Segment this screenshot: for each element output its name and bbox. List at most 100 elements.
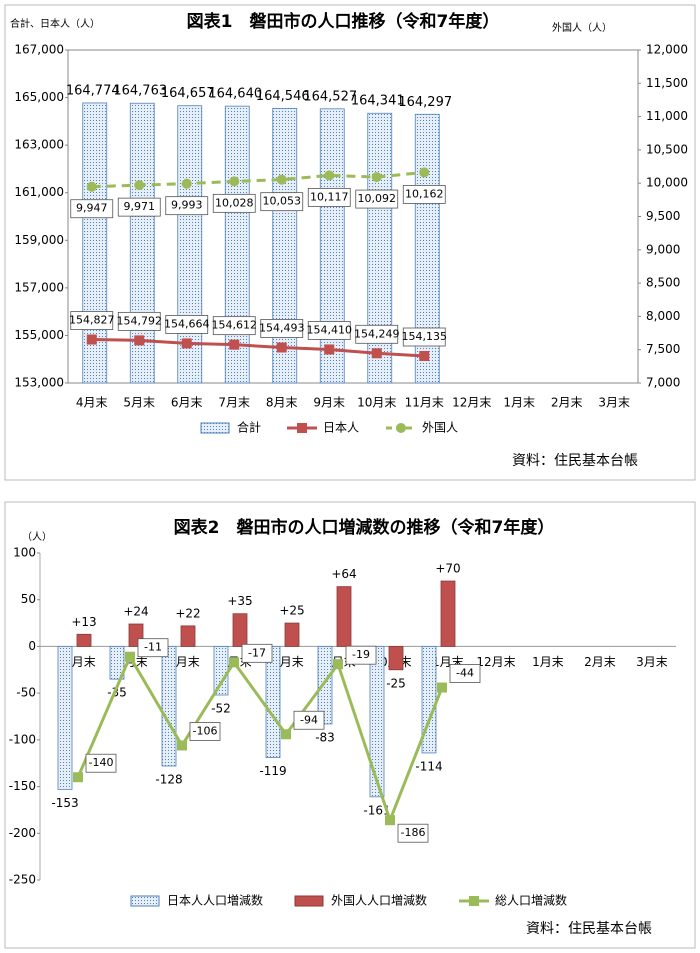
data-label: -83 <box>315 730 335 744</box>
x-tick-label: 1月末 <box>503 396 535 410</box>
legend-label: 総人口増減数 <box>495 893 567 908</box>
marker <box>229 339 240 350</box>
data-label: +35 <box>227 594 252 608</box>
data-label: -17 <box>248 646 266 659</box>
data-label: 154,493 <box>259 321 305 334</box>
y-tick-label: 153,000 <box>14 376 64 390</box>
bar <box>161 646 177 767</box>
label-box <box>241 643 273 663</box>
data-label: -106 <box>193 724 218 737</box>
x-tick-label: 3月末 <box>636 655 668 669</box>
x-tick-label: 6月末 <box>171 396 203 410</box>
data-label: 9,993 <box>171 199 203 212</box>
data-label: 164,297 <box>398 95 452 110</box>
data-label: -19 <box>352 648 370 661</box>
y-tick-label: 165,000 <box>14 90 64 104</box>
data-label: 9,947 <box>76 202 108 215</box>
data-label: +64 <box>331 567 356 581</box>
data-label: -161 <box>363 803 390 817</box>
label-box <box>449 664 481 683</box>
bar <box>177 105 203 384</box>
bar <box>213 646 229 696</box>
label-box <box>70 199 114 219</box>
marker <box>437 682 447 693</box>
marker <box>333 659 343 670</box>
marker <box>324 344 335 355</box>
y-tick-label: 159,000 <box>14 233 64 247</box>
chart-frame <box>4 501 696 949</box>
data-label: -11 <box>144 641 162 654</box>
data-label: 164,763 <box>113 84 167 99</box>
y-tick-label: -100 <box>9 732 36 746</box>
marker <box>419 351 430 362</box>
marker <box>281 729 291 740</box>
chart-title: 図表1 磐田市の人口推移（令和7年度） <box>187 11 500 32</box>
marker <box>324 170 335 181</box>
data-label: 154,827 <box>69 314 115 327</box>
x-tick-label: 2月末 <box>551 396 583 410</box>
marker <box>229 176 240 187</box>
bar <box>76 633 92 647</box>
data-label: -153 <box>51 796 78 810</box>
line <box>91 338 425 358</box>
bar <box>224 105 250 384</box>
y-tick-label: 0 <box>28 639 36 653</box>
data-label: +25 <box>279 604 304 618</box>
bar <box>369 646 385 798</box>
label-box <box>137 638 169 658</box>
legend-label: 合計 <box>237 420 261 435</box>
bar <box>336 586 352 647</box>
x-tick-label: 2月末 <box>584 655 616 669</box>
data-label: -52 <box>211 702 231 716</box>
marker <box>86 334 97 345</box>
y2-tick-label: 7,500 <box>646 342 680 356</box>
label-box <box>402 185 446 204</box>
y-tick-label: -200 <box>9 826 36 840</box>
legend-label: 外国人人口増減数 <box>331 893 427 908</box>
label-box <box>212 193 256 213</box>
data-label: -114 <box>415 759 442 773</box>
data-label: 154,249 <box>354 327 400 340</box>
marker <box>73 772 83 783</box>
marker <box>419 167 430 178</box>
data-label: 164,640 <box>208 87 262 102</box>
x-tick-label: 3月末 <box>598 396 630 410</box>
data-label: -140 <box>89 756 114 769</box>
bar <box>232 613 248 647</box>
marker <box>181 178 192 189</box>
y-tick-label: 50 <box>21 592 36 606</box>
legend-swatch <box>130 895 160 907</box>
x-tick-label: 12月末 <box>476 655 515 669</box>
legend-label: 外国人 <box>422 421 458 435</box>
data-label: 164,341 <box>351 94 405 109</box>
data-label: 10,092 <box>358 192 397 205</box>
bar <box>440 580 456 647</box>
marker <box>177 740 187 751</box>
label-box <box>402 327 446 347</box>
data-label: -186 <box>401 826 426 839</box>
y-tick-label: 100 <box>13 546 36 560</box>
y2-tick-label: 7,000 <box>646 376 680 390</box>
x-tick-label: 1月末 <box>532 655 564 669</box>
x-tick-label: 11月末 <box>405 396 444 410</box>
y2-tick-label: 11,000 <box>646 109 688 123</box>
label-box <box>85 753 117 773</box>
data-label: -44 <box>456 667 474 680</box>
label-box <box>189 722 221 741</box>
x-tick-label: 10月末 <box>357 396 396 410</box>
y-tick-label: -150 <box>9 779 36 793</box>
data-label: 10,117 <box>310 190 349 203</box>
line <box>76 653 444 825</box>
data-label: 154,135 <box>402 330 448 343</box>
bar <box>109 646 125 680</box>
data-label: -94 <box>300 713 318 726</box>
marker <box>86 181 97 192</box>
label-box <box>345 645 377 665</box>
marker <box>181 338 192 349</box>
marker <box>371 348 382 359</box>
data-label: 10,053 <box>263 195 302 208</box>
label-box <box>293 710 325 730</box>
marker <box>276 174 287 185</box>
y-tick-label: -250 <box>9 873 36 887</box>
bar <box>265 646 281 759</box>
